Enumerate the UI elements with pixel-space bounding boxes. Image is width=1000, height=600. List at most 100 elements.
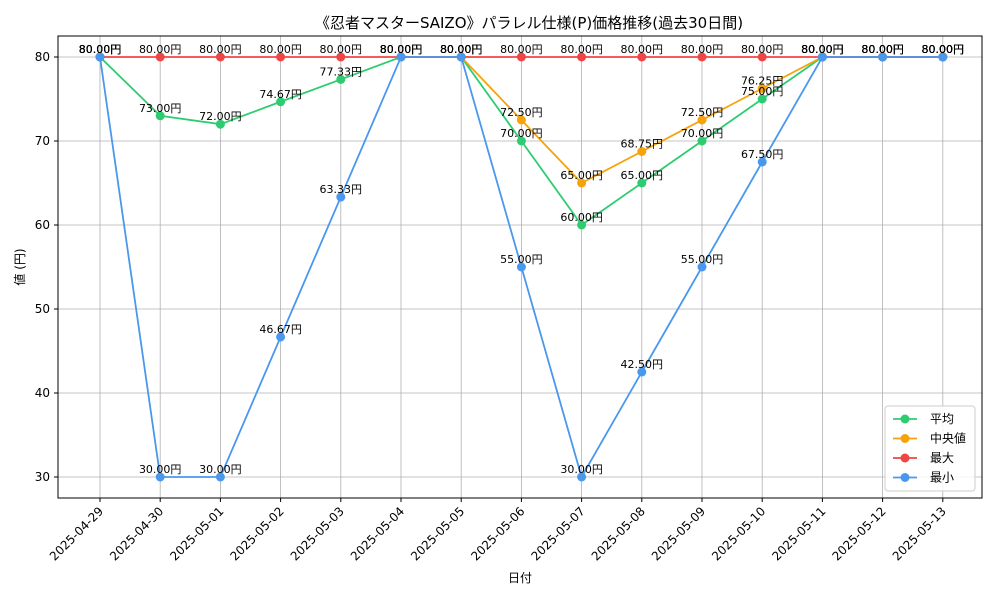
data-label: 80.00円: [199, 43, 242, 56]
data-point: [215, 472, 225, 482]
y-axis-label: 値 (円): [12, 248, 27, 285]
data-point: [697, 52, 707, 62]
data-point: [637, 147, 647, 156]
data-point: [276, 97, 286, 107]
data-point: [456, 52, 466, 62]
data-point: [697, 262, 707, 272]
data-label: 77.33円: [320, 65, 363, 78]
data-label: 80.00円: [861, 43, 904, 56]
data-label: 65.00円: [621, 169, 664, 182]
data-label: 80.00円: [801, 43, 844, 56]
data-label: 55.00円: [681, 253, 724, 266]
x-tick-label: 2025-05-06: [468, 504, 527, 563]
data-point: [155, 111, 165, 121]
data-label: 80.00円: [440, 43, 483, 56]
data-label: 80.00円: [440, 43, 483, 56]
x-tick-label: 2025-05-02: [228, 504, 287, 563]
data-point: [516, 115, 526, 125]
data-label: 65.00円: [560, 169, 603, 182]
data-label: 80.00円: [560, 43, 603, 56]
data-label: 80.00円: [380, 43, 423, 56]
data-label: 80.00円: [861, 43, 904, 56]
data-label: 80.00円: [922, 43, 965, 56]
data-point: [757, 52, 767, 62]
x-tick-label: 2025-05-07: [529, 504, 588, 563]
x-tick-label: 2025-05-05: [408, 504, 467, 563]
data-label: 76.25円: [741, 75, 784, 88]
data-label: 80.00円: [922, 43, 965, 56]
data-label: 80.00円: [139, 43, 182, 56]
data-label: 80.00円: [380, 43, 423, 56]
data-labels: 80.00円 73.00円 72.00円 74.67円 77.33円 80.00円 80.0…: [79, 43, 964, 476]
x-tick-label: 2025-05-03: [288, 504, 347, 563]
data-point: [516, 262, 526, 272]
data-point: [757, 94, 767, 104]
x-tick-label: 2025-04-29: [47, 504, 106, 563]
data-label: 46.67円: [259, 323, 302, 336]
data-label: 74.67円: [259, 88, 302, 101]
legend-box: [884, 405, 976, 492]
data-label: 80.00円: [440, 43, 483, 56]
data-point: [215, 52, 225, 62]
data-label: 30.00円: [199, 463, 242, 476]
data-label: 80.00円: [79, 43, 122, 56]
data-label: 42.50円: [621, 358, 664, 371]
data-label: 80.00円: [380, 43, 423, 56]
plot-frame: [57, 35, 983, 499]
y-tick-label: 30: [35, 470, 50, 484]
data-point: [757, 84, 767, 93]
data-point: [878, 52, 888, 62]
legend-swatch-marker: [900, 473, 910, 482]
data-point: [516, 52, 526, 62]
data-point: [577, 52, 587, 62]
x-tick-label: 2025-04-30: [107, 504, 166, 563]
legend-label: 最大: [930, 451, 954, 465]
data-label: 80.00円: [861, 43, 904, 56]
x-tick-label: 2025-05-10: [709, 504, 768, 563]
x-tick-label: 2025-05-01: [167, 504, 226, 563]
data-point: [276, 332, 286, 342]
x-axis-label: 日付: [508, 571, 532, 585]
x-tick-label: 2025-05-04: [348, 504, 407, 563]
data-point: [817, 52, 827, 62]
data-point: [95, 52, 105, 62]
data-label: 68.75円: [621, 138, 664, 151]
data-point: [577, 220, 587, 230]
y-tick-label: 50: [35, 302, 50, 316]
data-label: 80.00円: [801, 43, 844, 56]
data-point: [336, 74, 346, 84]
data-label: 80.00円: [741, 43, 784, 56]
legend-swatch-marker: [900, 434, 910, 443]
data-label: 72.00円: [199, 110, 242, 123]
data-label: 70.00円: [681, 127, 724, 140]
data-label: 80.00円: [320, 43, 363, 56]
data-label: 80.00円: [922, 43, 965, 56]
data-label: 80.00円: [861, 43, 904, 56]
data-point: [336, 52, 346, 62]
y-tick-label: 60: [35, 218, 50, 232]
data-label: 75.00円: [741, 85, 784, 98]
series-line-中央値: [401, 56, 943, 185]
x-axis: 2025-04-29 2025-04-30 2025-05-01 2025-05-02…: [47, 498, 949, 563]
data-point: [637, 178, 647, 188]
data-label: 60.00円: [560, 211, 603, 224]
data-label: 55.00円: [500, 253, 543, 266]
data-point: [155, 52, 165, 62]
data-point: [757, 157, 767, 167]
data-point: [637, 367, 647, 377]
data-label: 72.50円: [500, 106, 543, 119]
x-tick-label: 2025-05-13: [890, 504, 949, 563]
data-label: 80.00円: [500, 43, 543, 56]
data-label: 63.33円: [320, 183, 363, 196]
data-point: [577, 178, 587, 188]
data-label: 80.00円: [922, 43, 965, 56]
y-tick-label: 40: [35, 386, 50, 400]
y-axis: 30 40 50 60 70 80: [35, 50, 58, 484]
data-label: 80.00円: [681, 43, 724, 56]
data-label: 80.00円: [380, 43, 423, 56]
data-point: [155, 472, 165, 482]
data-point: [336, 192, 346, 202]
legend-label: 平均: [930, 412, 954, 426]
data-point: [577, 472, 587, 482]
